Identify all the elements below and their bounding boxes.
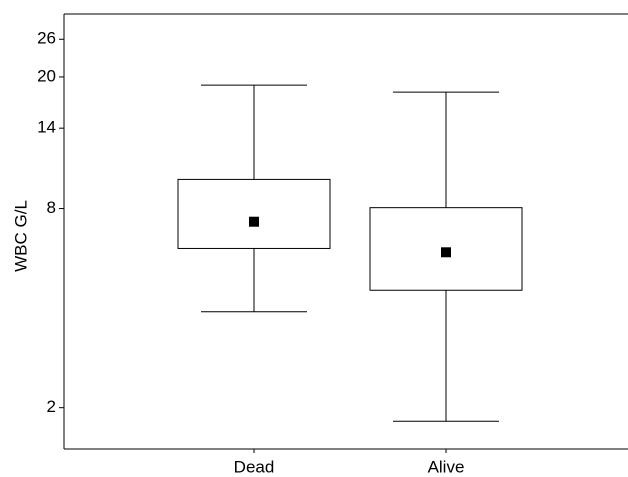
y-axis-label: WBC G/L — [11, 200, 30, 272]
y-tick-label: 8 — [47, 198, 56, 217]
mean-marker — [249, 216, 259, 227]
y-tick-label: 20 — [37, 66, 56, 85]
y-tick-label: 2 — [47, 397, 56, 416]
box — [177, 178, 331, 249]
y-tick-label: 26 — [37, 29, 56, 48]
y-tick-label: 14 — [37, 118, 56, 137]
x-tick-label: Alive — [428, 457, 465, 476]
x-tick-label: Dead — [234, 457, 275, 476]
mean-marker — [441, 247, 451, 258]
